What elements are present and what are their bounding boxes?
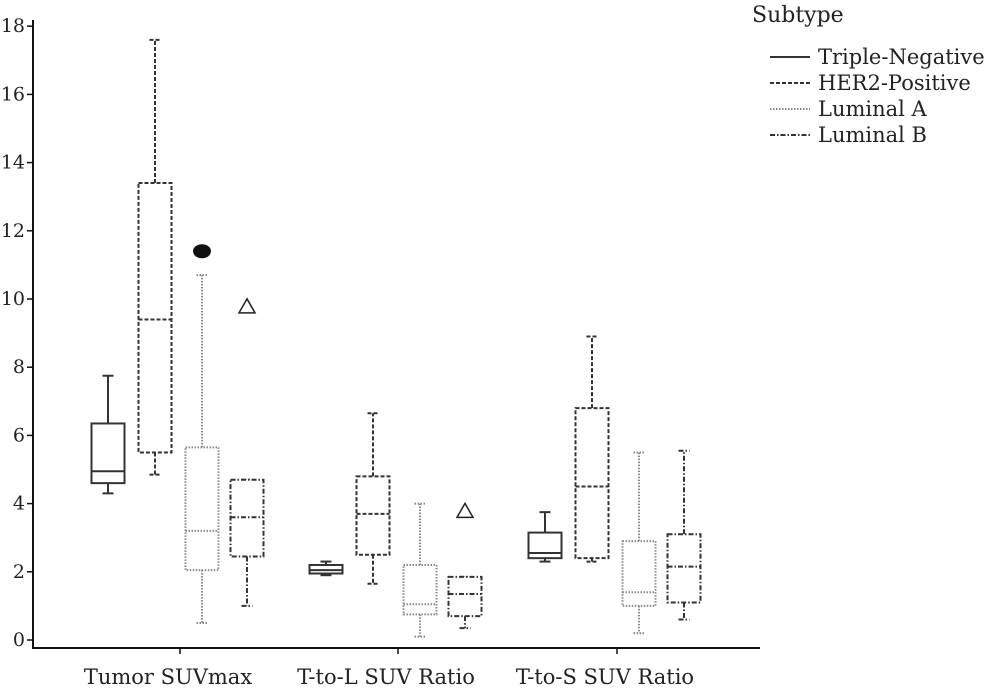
box-luminal-b: [229, 297, 265, 607]
box-iqr: [447, 575, 483, 618]
box-luminal-a: [402, 502, 438, 638]
axes: 0 2 4 6 8 10 12 14 16 18 Tumor SUVmax T-to-L SUV Ra…: [1, 15, 760, 689]
box-luminal-a: [184, 244, 220, 624]
box-iqr: [666, 533, 702, 604]
y-tick-label: 14: [1, 152, 25, 174]
box-iqr: [527, 531, 563, 560]
box-iqr: [355, 475, 391, 556]
y-tick-label: 6: [13, 424, 25, 446]
y-tick-label: 2: [13, 561, 25, 583]
box-her2-positive: [355, 412, 391, 585]
box-iqr: [621, 540, 657, 607]
box-iqr: [137, 182, 173, 454]
legend-label: Luminal B: [818, 123, 927, 147]
y-tick-label: 4: [13, 493, 25, 515]
box-luminal-b: [447, 501, 483, 630]
legend: SubtypeTriple-NegativeHER2-PositiveLumin…: [752, 3, 985, 147]
y-tick-label: 0: [13, 629, 25, 651]
outlier-triangle: [237, 297, 257, 314]
box-luminal-a: [621, 451, 657, 635]
y-tick-label: 12: [1, 220, 25, 242]
box-her2-positive: [137, 38, 173, 476]
legend-title: Subtype: [752, 3, 844, 28]
y-tick-label: 16: [1, 83, 25, 105]
box-luminal-b: [666, 449, 702, 621]
box-iqr: [574, 407, 610, 560]
box-her2-positive: [574, 335, 610, 563]
boxes: [90, 38, 702, 638]
y-tick-label: 18: [1, 15, 25, 37]
legend-label: HER2-Positive: [818, 71, 971, 95]
x-tick-label: Tumor SUVmax: [84, 665, 252, 689]
y-tick-label: 8: [13, 356, 25, 378]
legend-label: Triple-Negative: [818, 45, 985, 69]
x-tick-label: T-to-L SUV Ratio: [297, 665, 475, 689]
box-iqr: [184, 446, 220, 572]
box-iqr: [402, 563, 438, 616]
box-iqr: [90, 422, 126, 485]
outlier-circle: [193, 244, 211, 259]
outlier-triangle: [455, 501, 475, 519]
box-iqr: [229, 478, 265, 558]
y-tick-label: 10: [1, 288, 25, 310]
x-tick-label: T-to-S SUV Ratio: [516, 665, 694, 689]
legend-label: Luminal A: [818, 97, 928, 121]
box-triple-negative: [308, 560, 344, 577]
box-triple-negative: [527, 511, 563, 563]
box-triple-negative: [90, 374, 126, 495]
